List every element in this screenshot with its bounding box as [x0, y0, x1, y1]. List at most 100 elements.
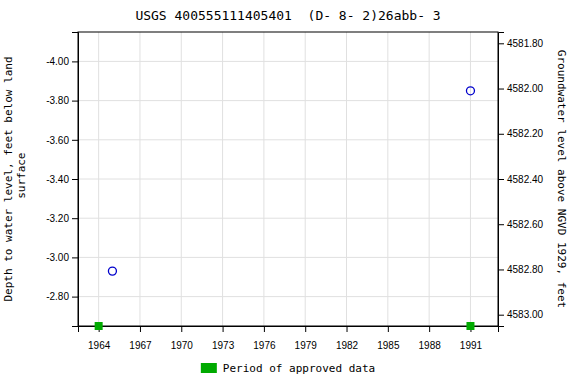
- series: [95, 322, 475, 330]
- grid: [78, 32, 498, 326]
- tick: -3.80: [46, 95, 78, 106]
- tick-mark: [181, 326, 182, 332]
- tick-label: 1988: [419, 340, 442, 351]
- axis: 4583.00 4582.80 4582.60 4582.40 4582.20 4582.…: [498, 33, 544, 327]
- tick-label: 1976: [253, 340, 276, 351]
- tick-mark: [388, 326, 389, 332]
- tick-label: 1985: [377, 340, 400, 351]
- tick: 1982: [336, 326, 359, 351]
- tick-label: 4581.80: [507, 38, 544, 49]
- tick: -3.60: [46, 135, 78, 146]
- title: USGS 400555111405401 (D- 8- 2)26abb- 3: [135, 8, 440, 23]
- tick-mark: [498, 315, 504, 316]
- legend-label: Period of approved data: [223, 362, 375, 375]
- tick: -3.00: [46, 252, 78, 263]
- axis: 1964 1967 1970 1973 1976 1979 1982 1985 1988 1991: [79, 326, 499, 351]
- tick: 4582.80: [498, 264, 544, 275]
- tick: 4582.40: [498, 174, 544, 185]
- grid-line: [78, 218, 498, 219]
- tick: -3.40: [46, 174, 78, 185]
- tick: 4582.60: [498, 219, 544, 230]
- tick-mark: [429, 326, 430, 332]
- tick-label: 4582.80: [507, 264, 544, 275]
- tick-mark: [72, 297, 78, 298]
- plot: 1964 1967 1970 1973 1976 1979 1982 1985 1988 1991…: [2, 32, 568, 351]
- chart: 1964 1967 1970 1973 1976 1979 1982 1985 1988 1991…: [0, 0, 576, 384]
- tick-mark: [347, 326, 348, 332]
- tick-label: -3.80: [46, 95, 69, 106]
- axis: -4.00 -3.80 -3.60 -3.40 -3.20 -3.00 -2.80: [46, 33, 78, 327]
- tick-label: 1970: [171, 340, 194, 351]
- axis-line: [79, 327, 499, 333]
- tick: 1973: [212, 326, 235, 351]
- tick-mark: [498, 89, 504, 90]
- y-axis-title-line: surface: [15, 153, 28, 206]
- tick-label: 1991: [460, 340, 483, 351]
- tick-mark: [140, 326, 141, 332]
- tick: 1976: [253, 326, 276, 351]
- tick: 1970: [171, 326, 194, 351]
- grid-line: [78, 139, 498, 140]
- tick: 4582.20: [498, 128, 544, 139]
- tick-mark: [72, 61, 78, 62]
- tick-mark: [498, 269, 504, 270]
- axis-line: [499, 33, 505, 327]
- plot-frame: [78, 32, 498, 326]
- tick-mark: [72, 101, 78, 102]
- grid-line: [78, 61, 498, 62]
- tick: 4583.00: [498, 309, 544, 320]
- tick-label: 4582.20: [507, 128, 544, 139]
- point: [466, 87, 474, 95]
- legend-swatch: [201, 363, 217, 373]
- tick: 4582.00: [498, 83, 544, 94]
- grid-line: [78, 257, 498, 258]
- square-point: [95, 322, 103, 330]
- tick: 1985: [377, 326, 400, 351]
- tick-mark: [72, 257, 78, 258]
- tick-mark: [72, 140, 78, 141]
- tick-label: 4583.00: [507, 309, 544, 320]
- tick-mark: [498, 224, 504, 225]
- tick-label: -2.80: [46, 291, 69, 302]
- tick-label: -3.00: [46, 252, 69, 263]
- tick-label: -3.40: [46, 174, 69, 185]
- tick: 1979: [295, 326, 318, 351]
- tick: 1967: [129, 326, 152, 351]
- axis-line: [72, 33, 79, 327]
- legend-item: Period of approved data: [201, 362, 375, 375]
- tick: 1988: [419, 326, 442, 351]
- tick-mark: [223, 326, 224, 332]
- tick-label: -4.00: [46, 56, 69, 67]
- tick: -2.80: [46, 291, 78, 302]
- tick-label: 1973: [212, 340, 235, 351]
- tick-mark: [498, 179, 504, 180]
- tick-mark: [72, 218, 78, 219]
- tick-label: 4582.40: [507, 174, 544, 185]
- tick-mark: [498, 43, 504, 44]
- y-axis-title: Depth to water level, feet below land su…: [2, 56, 28, 301]
- y2-axis-title: Groundwater level above NGVD 1929, feet: [555, 50, 568, 308]
- tick-mark: [305, 326, 306, 332]
- tick-label: 1964: [88, 340, 111, 351]
- tick-mark: [264, 326, 265, 332]
- tick-mark: [498, 134, 504, 135]
- tick: -4.00: [46, 56, 78, 67]
- tick-label: -3.20: [46, 213, 69, 224]
- tick: 4581.80: [498, 38, 544, 49]
- series: [108, 87, 474, 275]
- tick-label: 1982: [336, 340, 359, 351]
- grid-line: [78, 296, 498, 297]
- tick-label: 1967: [129, 340, 152, 351]
- tick: -3.20: [46, 213, 78, 224]
- tick-label: 4582.00: [507, 83, 544, 94]
- grid-line: [78, 100, 498, 101]
- legend: Period of approved data: [201, 362, 375, 375]
- square-point: [466, 322, 474, 330]
- point: [108, 267, 116, 275]
- tick-mark: [72, 179, 78, 180]
- tick-label: -3.60: [46, 135, 69, 146]
- tick-label: 4582.60: [507, 219, 544, 230]
- y-axis-title-line: Depth to water level, feet below land: [2, 56, 15, 301]
- marks: [95, 87, 475, 330]
- tick-label: 1979: [295, 340, 318, 351]
